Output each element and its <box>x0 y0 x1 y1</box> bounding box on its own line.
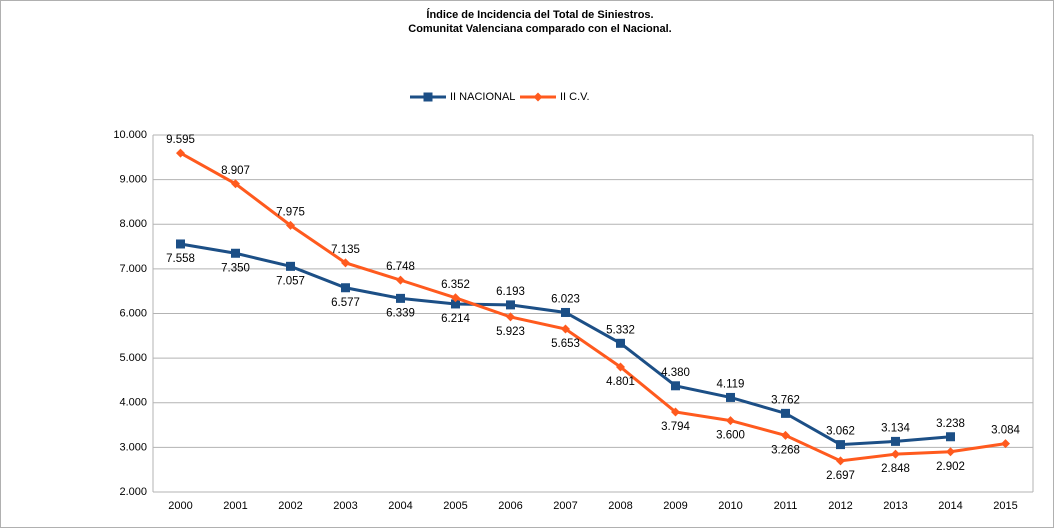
point <box>506 300 515 310</box>
data-label: 3.268 <box>771 444 800 456</box>
data-label: 3.238 <box>936 418 965 430</box>
chart-title: Comunitat Valenciana comparado con el Na… <box>408 23 671 35</box>
point <box>946 447 955 457</box>
data-label: 6.193 <box>496 286 525 298</box>
x-tick-label: 2012 <box>828 500 852 512</box>
point <box>561 307 570 317</box>
point <box>451 293 460 303</box>
data-label: 7.558 <box>166 253 195 265</box>
series-line <box>179 151 1006 463</box>
point <box>286 220 295 230</box>
data-label: 2.697 <box>826 470 855 482</box>
x-tick-label: 2004 <box>388 500 412 512</box>
data-label: 4.380 <box>661 367 690 379</box>
y-tick-label: 8.000 <box>119 218 147 230</box>
point <box>286 261 295 271</box>
data-label: 8.907 <box>221 165 250 177</box>
data-label: 2.902 <box>936 461 965 473</box>
x-tick-label: 2001 <box>223 500 247 512</box>
legend-label: II C.V. <box>560 91 590 103</box>
x-tick-label: 2005 <box>443 500 467 512</box>
point <box>341 258 350 268</box>
x-tick-label: 2013 <box>883 500 907 512</box>
point <box>781 430 790 440</box>
legend-marker <box>533 92 543 102</box>
x-tick-label: 2003 <box>333 500 357 512</box>
data-label: 5.653 <box>551 338 580 350</box>
data-label: 5.923 <box>496 326 525 338</box>
point <box>396 293 405 303</box>
point <box>176 239 185 249</box>
legend-label: II NACIONAL <box>450 91 515 103</box>
y-tick-label: 2.000 <box>119 486 147 498</box>
data-label: 7.135 <box>331 244 360 256</box>
x-tick-label: 2009 <box>663 500 687 512</box>
point <box>561 324 570 334</box>
point <box>506 312 515 322</box>
data-label: 3.084 <box>991 425 1020 437</box>
y-tick-label: 9.000 <box>119 174 147 186</box>
point <box>671 407 680 417</box>
data-label: 6.748 <box>386 261 415 273</box>
point <box>781 408 790 418</box>
point <box>231 179 240 189</box>
data-label: 3.600 <box>716 430 745 442</box>
data-label: 6.023 <box>551 294 580 306</box>
legend-marker <box>423 92 433 102</box>
chart-title: Índice de Incidencia del Total de Sinies… <box>426 8 653 21</box>
point <box>396 275 405 285</box>
data-label: 5.332 <box>606 324 635 336</box>
y-tick-label: 10.000 <box>113 129 147 141</box>
x-tick-label: 2002 <box>278 500 302 512</box>
point <box>891 449 900 459</box>
data-label: 3.134 <box>881 422 910 434</box>
point <box>231 248 240 258</box>
data-label: 4.801 <box>606 376 635 388</box>
data-label: 3.794 <box>661 421 690 433</box>
point <box>836 456 845 466</box>
data-label: 4.119 <box>717 378 745 390</box>
point <box>616 338 625 348</box>
data-label: 7.057 <box>276 275 305 287</box>
y-tick-label: 5.000 <box>119 352 147 364</box>
y-tick-label: 4.000 <box>119 397 147 409</box>
point <box>1001 439 1010 449</box>
point <box>616 362 625 372</box>
point <box>836 440 845 450</box>
y-tick-label: 3.000 <box>119 441 147 453</box>
data-label: 6.339 <box>386 307 415 319</box>
x-tick-label: 2000 <box>168 500 192 512</box>
point <box>176 148 185 158</box>
y-tick-label: 6.000 <box>119 307 147 319</box>
point <box>451 299 460 309</box>
data-label: 7.350 <box>221 262 250 274</box>
point <box>891 436 900 446</box>
x-tick-label: 2006 <box>498 500 522 512</box>
point <box>726 416 735 426</box>
x-tick-label: 2008 <box>608 500 632 512</box>
data-label: 6.214 <box>441 313 470 325</box>
data-label: 6.577 <box>331 297 360 309</box>
point <box>726 392 735 402</box>
point <box>671 381 680 391</box>
data-label: 6.352 <box>441 279 470 291</box>
x-tick-label: 2015 <box>993 500 1017 512</box>
x-tick-label: 2011 <box>774 500 798 512</box>
x-tick-label: 2007 <box>553 500 577 512</box>
x-tick-label: 2014 <box>938 500 962 512</box>
data-label: 9.595 <box>166 134 195 146</box>
point <box>341 283 350 293</box>
y-tick-label: 7.000 <box>119 263 147 275</box>
data-label: 3.062 <box>826 426 855 438</box>
data-label: 2.848 <box>881 463 910 475</box>
x-tick-label: 2010 <box>718 500 742 512</box>
data-label: 7.975 <box>276 206 305 218</box>
point <box>946 432 955 442</box>
data-label: 3.762 <box>771 394 800 406</box>
